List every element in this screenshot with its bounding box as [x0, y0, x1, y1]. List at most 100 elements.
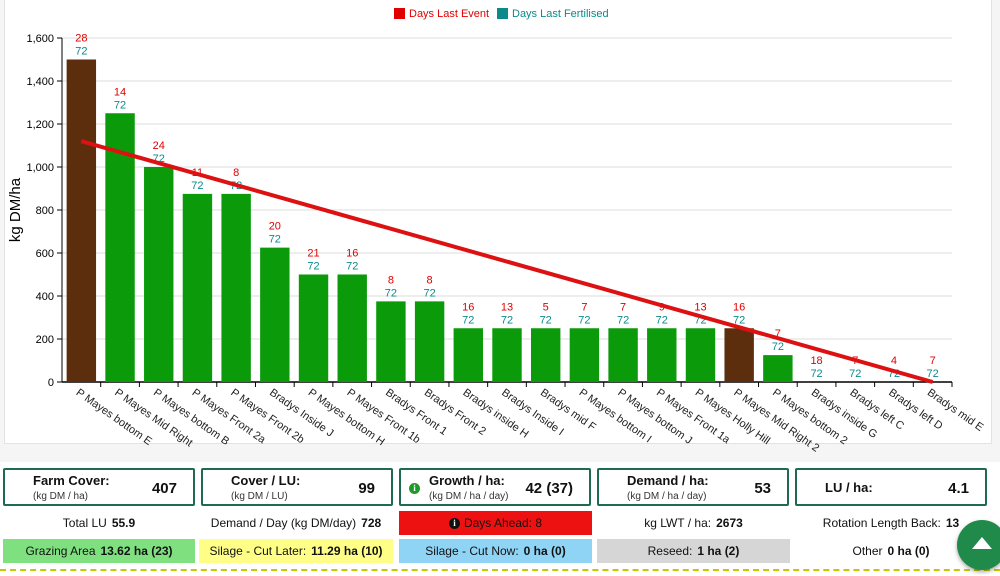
- days-last-fertilised-label: 72: [307, 261, 319, 273]
- bar: [492, 328, 522, 382]
- cover-lu-unit: (kg DM / LU): [231, 491, 288, 502]
- demand-unit: (kg DM / ha / day): [627, 491, 707, 502]
- days-last-fertilised-label: 72: [191, 180, 203, 192]
- bar: [647, 328, 677, 382]
- days-last-event-label: 21: [307, 248, 319, 260]
- rotation-length-value: 13: [945, 516, 960, 530]
- demand-day-label: Demand / Day (kg DM/day): [210, 516, 357, 530]
- bar: [724, 328, 754, 382]
- grass-cover-bar-chart: 0 200 400 600 800 1,000 1,200 1,400 1,600 kg DM/h…: [7, 8, 985, 455]
- farm-cover-value: 407: [151, 480, 177, 497]
- days-ahead-cell[interactable]: i Days Ahead: 8: [399, 511, 592, 535]
- days-last-event-label: 5: [543, 301, 549, 313]
- y-tick-label: 200: [36, 334, 54, 346]
- days-last-event-label: 7: [581, 301, 587, 313]
- cover-lu-value: 99: [358, 480, 375, 497]
- days-last-event-label: 7: [620, 301, 626, 313]
- bottom-divider: [0, 569, 1000, 571]
- bar: [414, 301, 445, 382]
- bar: [685, 328, 716, 382]
- demand-day-cell: Demand / Day (kg DM/day) 728: [199, 511, 393, 535]
- days-last-event-label: 18: [810, 355, 822, 367]
- other-value: 0 ha (0): [887, 544, 930, 558]
- days-last-fertilised-label: 72: [810, 368, 822, 380]
- y-tick-label: 1,200: [26, 119, 54, 131]
- days-last-event-label: 7: [775, 328, 781, 340]
- days-last-fertilised-label: 72: [772, 341, 784, 353]
- grazing-area-label: Grazing Area: [25, 544, 96, 558]
- days-last-fertilised-label: 72: [617, 314, 629, 326]
- scroll-top-button[interactable]: [957, 520, 1000, 570]
- rotation-length-label: Rotation Length Back:: [822, 516, 941, 530]
- y-tick-label: 1,600: [26, 33, 54, 45]
- farm-cover-unit: (kg DM / ha): [33, 491, 89, 502]
- days-last-event-label: 8: [233, 167, 239, 179]
- kg-lwt-cell: kg LWT / ha: 2673: [597, 511, 790, 535]
- bar: [260, 247, 290, 382]
- other-cell[interactable]: Other 0 ha (0): [795, 539, 987, 563]
- bar: [453, 328, 484, 382]
- legend-label-days-last-fertilised: Days Last Fertilised: [512, 8, 609, 20]
- days-last-event-label: 16: [462, 301, 474, 313]
- demand-value: 53: [754, 480, 771, 497]
- total-lu-cell: Total LU 55.9: [3, 511, 195, 535]
- days-last-event-label: 13: [501, 301, 513, 313]
- days-last-fertilised-label: 72: [578, 314, 590, 326]
- days-last-fertilised-label: 72: [462, 314, 474, 326]
- reseed-cell[interactable]: Reseed: 1 ha (2): [597, 539, 790, 563]
- silage-cut-later-label: Silage - Cut Later:: [209, 544, 307, 558]
- total-lu-label: Total LU: [62, 516, 107, 530]
- legend-swatch-days-last-event: [394, 8, 405, 19]
- growth-value: 42 (37): [525, 480, 573, 497]
- grazing-area-value: 13.62 ha (23): [100, 544, 173, 558]
- chart-panel: 0 200 400 600 800 1,000 1,200 1,400 1,600 kg DM/h…: [4, 0, 992, 455]
- legend-swatch-days-last-fertilised: [497, 8, 508, 19]
- days-last-event-label: 8: [427, 274, 433, 286]
- info-icon[interactable]: i: [409, 483, 420, 494]
- demand-label: Demand / ha:: [627, 473, 709, 488]
- days-last-event-label: 24: [153, 140, 165, 152]
- arrow-up-icon: [972, 537, 992, 549]
- y-axis-label: kg DM/ha: [7, 177, 24, 242]
- lu-per-ha-stat: LU / ha: 4.1: [795, 468, 987, 506]
- days-last-event-label: 7: [930, 355, 936, 367]
- silage-cut-later-cell[interactable]: Silage - Cut Later: 11.29 ha (10): [199, 539, 393, 563]
- y-tick-label: 600: [36, 248, 54, 260]
- days-last-fertilised-label: 72: [540, 314, 552, 326]
- days-ahead-text: Days Ahead: 8: [463, 516, 543, 530]
- days-last-fertilised-label: 72: [114, 99, 126, 111]
- bar: [66, 59, 97, 382]
- bar: [337, 274, 367, 382]
- days-last-fertilised-label: 72: [733, 314, 745, 326]
- bar: [608, 328, 638, 382]
- days-last-event-label: 20: [269, 221, 281, 233]
- days-last-event-label: 13: [694, 301, 706, 313]
- bar: [182, 193, 213, 382]
- x-tick-label: Bradys inside H: [461, 387, 531, 441]
- silage-cut-now-cell[interactable]: Silage - Cut Now: 0 ha (0): [399, 539, 592, 563]
- demand-day-value: 728: [361, 516, 382, 530]
- days-last-fertilised-label: 72: [501, 314, 513, 326]
- reseed-label: Reseed:: [647, 544, 693, 558]
- lu-per-ha-label: LU / ha:: [825, 480, 873, 495]
- y-tick-label: 400: [36, 291, 54, 303]
- cover-lu-label: Cover / LU:: [231, 473, 301, 488]
- days-last-fertilised-label: 72: [927, 368, 939, 380]
- demand-stat: Demand / ha: (kg DM / ha / day) 53: [597, 468, 789, 506]
- reseed-value: 1 ha (2): [697, 544, 740, 558]
- days-last-event-label: 8: [388, 274, 394, 286]
- info-icon[interactable]: i: [448, 517, 460, 529]
- grazing-area-cell[interactable]: Grazing Area 13.62 ha (23): [3, 539, 195, 563]
- other-label: Other: [852, 544, 883, 558]
- y-tick-label: 1,400: [26, 76, 54, 88]
- farm-cover-stat: Farm Cover: (kg DM / ha) 407: [3, 468, 195, 506]
- days-last-fertilised-label: 72: [423, 287, 435, 299]
- days-last-fertilised-label: 72: [656, 314, 668, 326]
- silage-cut-now-value: 0 ha (0): [523, 544, 566, 558]
- days-last-event-label: 16: [733, 301, 745, 313]
- bar: [298, 274, 329, 382]
- silage-cut-now-label: Silage - Cut Now:: [425, 544, 519, 558]
- days-last-fertilised-label: 72: [385, 287, 397, 299]
- growth-stat[interactable]: i Growth / ha: (kg DM / ha / day) 42 (37…: [399, 468, 591, 506]
- bar: [105, 113, 135, 382]
